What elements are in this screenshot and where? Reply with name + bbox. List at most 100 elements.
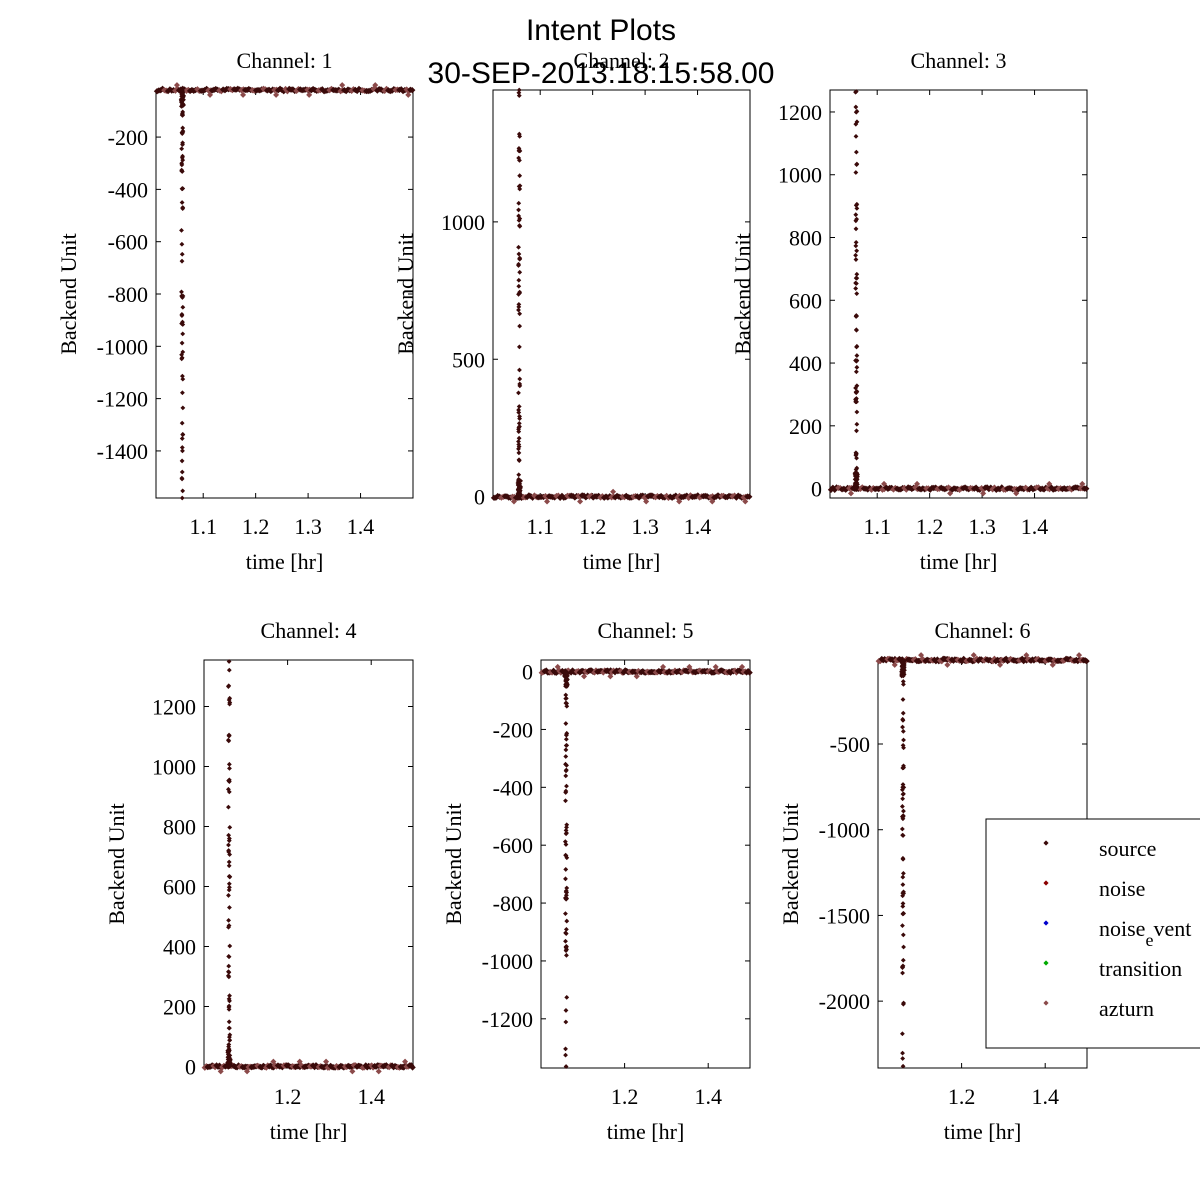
spike-point — [179, 160, 185, 166]
spike-base-point — [900, 664, 906, 670]
spike-point — [853, 121, 859, 127]
spike-point — [899, 804, 905, 809]
y-tick-label: 400 — [163, 935, 196, 960]
spike-point — [854, 313, 859, 319]
baseline-point — [216, 1062, 223, 1069]
azturn-point — [676, 498, 683, 505]
spike-point — [563, 911, 568, 917]
spike-point — [853, 450, 859, 456]
spike-point — [517, 416, 523, 422]
spike-point — [853, 170, 859, 175]
spike-point — [854, 409, 860, 415]
spike-point — [563, 926, 569, 932]
spike-point — [179, 200, 185, 205]
spike-point — [180, 157, 186, 163]
spike-point — [854, 343, 860, 349]
spike-point — [563, 831, 569, 837]
legend-marker-transition — [1043, 960, 1049, 966]
spike-point — [227, 998, 232, 1004]
spike-point — [227, 824, 233, 830]
baseline-point — [556, 494, 564, 501]
x-tick-label: 1.2 — [916, 514, 944, 539]
y-tick-label: -600 — [493, 833, 533, 858]
spike-point — [226, 1003, 232, 1009]
baseline-point — [685, 494, 692, 502]
subplot-title: Channel: 5 — [598, 618, 694, 643]
spike-base-point — [518, 492, 524, 497]
x-tick-label: 1.3 — [968, 514, 996, 539]
x-tick-label: 1.2 — [242, 514, 270, 539]
spike-point — [853, 257, 859, 262]
baseline-point — [746, 669, 753, 676]
spike-extreme-point — [563, 1064, 569, 1069]
spike-point — [900, 965, 905, 971]
azturn-point — [510, 498, 517, 505]
spike-point — [900, 932, 906, 938]
spike-base-point — [518, 478, 524, 484]
spike-point — [227, 874, 233, 880]
baseline-point — [558, 492, 566, 500]
spike-point — [226, 918, 232, 923]
plot-frame — [829, 89, 1088, 499]
y-tick-label: -1000 — [819, 818, 870, 843]
x-tick-label: 1.1 — [863, 514, 891, 539]
x-tick-label: 1.4 — [347, 514, 375, 539]
spike-point — [854, 161, 860, 167]
spike-point — [180, 322, 186, 327]
spike-point — [854, 275, 860, 281]
spike-point — [853, 280, 859, 286]
y-tick-label: -500 — [830, 732, 870, 757]
spike-point — [180, 373, 185, 379]
spike-point — [226, 842, 231, 848]
spike-point — [516, 429, 522, 434]
x-axis-label: time [hr] — [920, 549, 998, 574]
baseline-point — [1083, 485, 1090, 492]
azturn-point — [742, 498, 749, 505]
spike-point — [563, 747, 569, 753]
spike-point — [517, 376, 523, 382]
spike-point — [180, 405, 186, 411]
spike-point — [180, 304, 186, 310]
y-tick-label: -1000 — [97, 334, 148, 359]
plot-frame — [540, 659, 751, 1069]
azturn-point — [581, 673, 588, 680]
spike-point — [901, 791, 906, 797]
spike-point — [900, 724, 905, 730]
x-tick-label: 1.2 — [948, 1084, 976, 1109]
spike-point — [901, 682, 906, 687]
spike-point — [900, 903, 906, 909]
azturn-point — [1046, 480, 1053, 487]
spike-extreme-point — [226, 659, 232, 664]
spike-point — [179, 475, 185, 481]
baseline-point — [674, 494, 681, 501]
spike-point — [516, 301, 522, 307]
azturn-point — [997, 661, 1004, 668]
y-tick-label: -2000 — [819, 989, 870, 1014]
baseline-point — [400, 1064, 408, 1071]
spike-point — [226, 969, 231, 975]
baseline-point — [998, 484, 1005, 491]
spike-point — [562, 839, 568, 845]
x-axis-label: time [hr] — [607, 1119, 685, 1144]
spike-point — [854, 205, 860, 211]
spike-point — [853, 133, 859, 139]
spike-point — [901, 911, 906, 917]
baseline-point — [591, 669, 598, 676]
x-tick-label: 1.4 — [1031, 1084, 1059, 1109]
spike-point — [180, 390, 185, 396]
baseline-point — [403, 86, 410, 93]
baseline-point — [926, 486, 934, 493]
baseline-point — [672, 492, 679, 499]
spike-point — [179, 146, 185, 152]
azturn-point — [244, 1068, 251, 1075]
spike-point — [853, 239, 859, 245]
spike-point — [516, 472, 522, 478]
spike-point — [226, 804, 231, 810]
spike-point — [564, 822, 570, 828]
spike-point — [901, 737, 906, 743]
azturn-point — [207, 91, 214, 98]
x-tick-label: 1.2 — [579, 514, 607, 539]
spike-point — [900, 796, 906, 802]
spike-extreme-point — [900, 1063, 906, 1069]
spike-point — [900, 901, 906, 906]
